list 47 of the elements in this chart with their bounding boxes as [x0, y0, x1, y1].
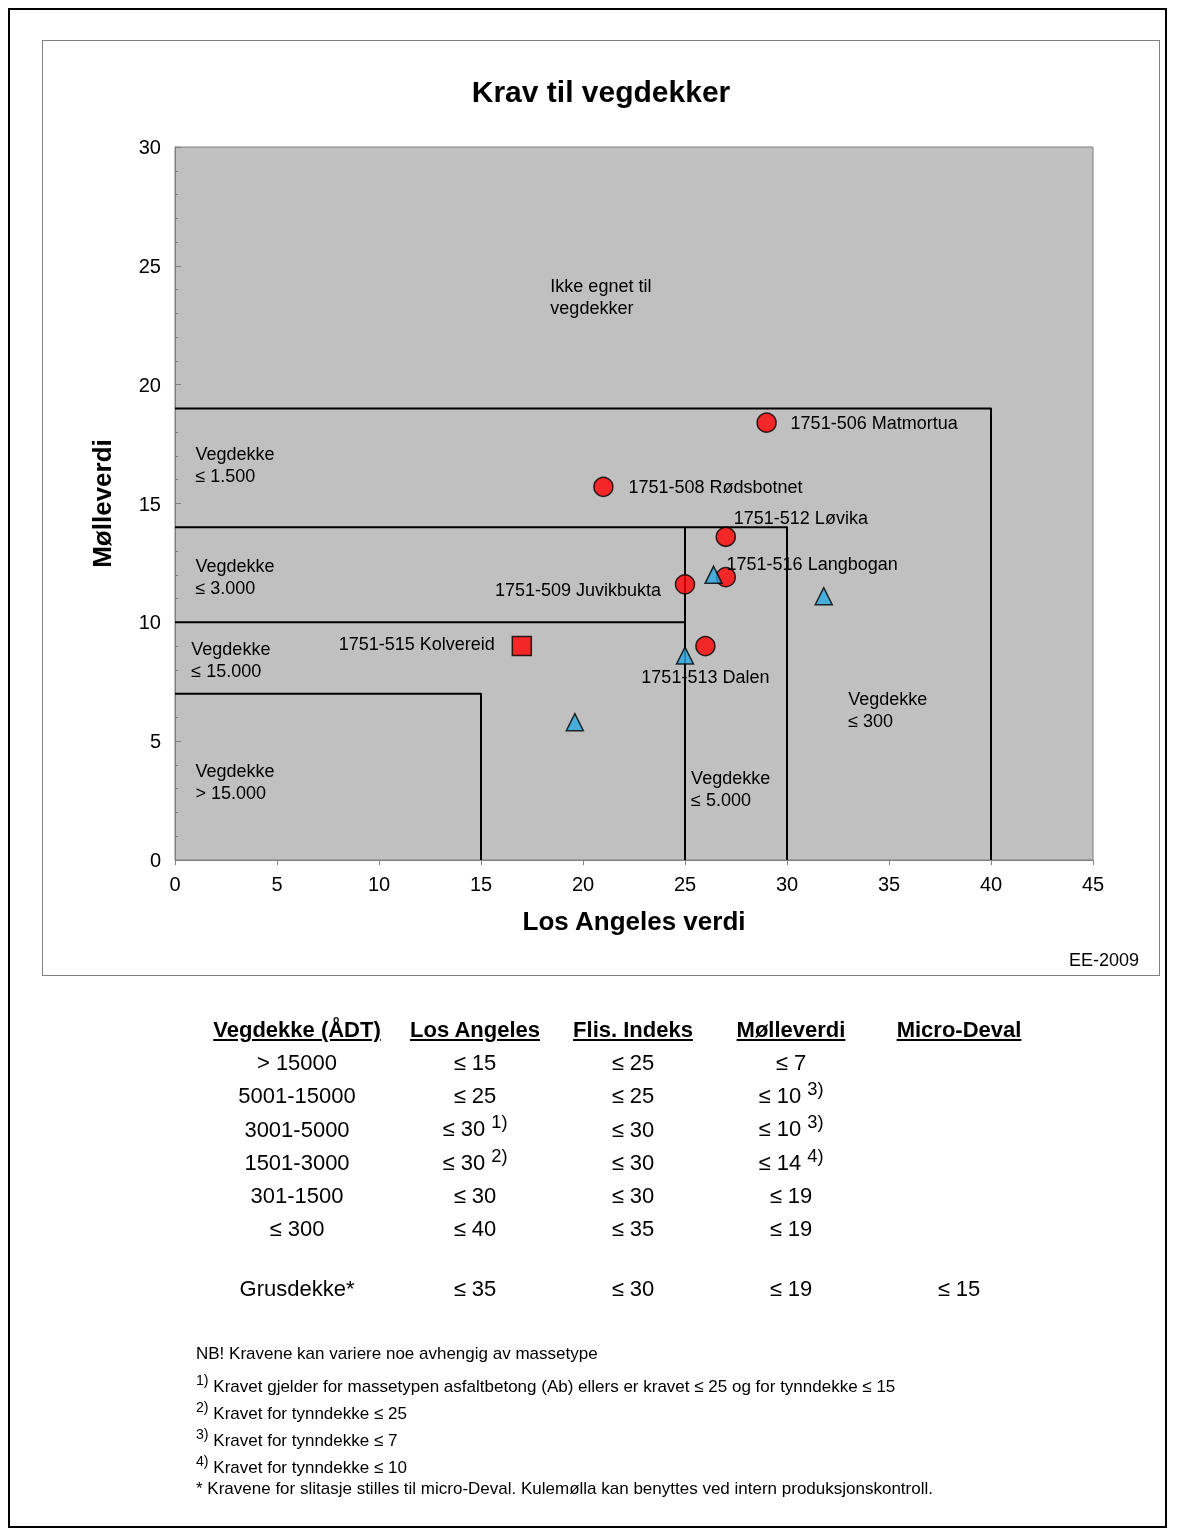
annotation: Vegdekke ≤ 1.500: [195, 444, 275, 487]
y-tick-label: 0: [149, 849, 161, 871]
text: $^{3)}$ Kravet for tynndekke ≤ 7: [196, 1425, 399, 1450]
y-tick-label: 10: [138, 611, 161, 634]
text: $^{2)}$ Kravet for tynndekke ≤ 25: [196, 1398, 408, 1423]
text: > 15000 ≤ 15 ≤ 25 ≤ 7: [256, 1050, 807, 1075]
x-tick-label: 25: [673, 873, 697, 895]
text: EE-2009: [1068, 950, 1140, 970]
text: NB! Kravene kan variere noe avhengig av massetype: [196, 1343, 599, 1365]
text: 301-1500 ≤ 30 ≤ 30 ≤ 19: [250, 1182, 813, 1208]
annotation: 1751-509 Juvikbukta: [494, 580, 662, 601]
x-tick-label: 45: [1081, 873, 1105, 895]
text: $^{4)}$ Kravet for tynndekke ≤ 10: [196, 1452, 408, 1477]
x-tick-label: 35: [877, 873, 901, 895]
annotation: Vegdekke > 15.000: [195, 760, 275, 803]
y-tick-label: 15: [138, 492, 161, 515]
text: Vegdekke (ÅDT) Los Angeles Flis. Indeks Mølleverdi Micro-Deval: [213, 1017, 1022, 1042]
y-tick-label: 5: [149, 730, 161, 753]
text: ≤ 300 ≤ 40 ≤ 35 ≤ 19: [269, 1215, 813, 1241]
annotation: 1751-515 Kolvereid: [338, 634, 495, 655]
text: Grusdekke* ≤ 35 ≤ 30 ≤ 19 ≤ 15: [239, 1275, 981, 1301]
annotation: Vegdekke ≤ 3.000: [195, 556, 275, 599]
y-tick-label: 30: [138, 136, 161, 158]
annotation: 1751-512 Løvika: [733, 507, 869, 528]
x-axis-title: Los Angeles verdi: [522, 906, 746, 936]
x-tick-label: 30: [775, 873, 799, 895]
y-tick-label: 25: [138, 254, 161, 277]
annotation: 1751-506 Matmortua: [790, 412, 959, 433]
text: $^{1)}$ Kravet gjelder for massetypen asfaltbetong (Ab) ellers er kravet ≤ 25 og for tynndekke ≤ 15: [196, 1371, 897, 1396]
x-tick-label: 40: [979, 873, 1003, 895]
text: 1501-3000 ≤ 30 $^{2)}$ ≤ 30 ≤ 14 $^{4)}$: [244, 1144, 824, 1175]
annotation: Vegdekke ≤ 300: [848, 689, 928, 732]
x-tick-label: 20: [571, 873, 595, 895]
text: 3001-5000 ≤ 30 $^{1)}$ ≤ 30 ≤ 10 $^{3)}$: [244, 1111, 824, 1142]
x-tick-label: 15: [469, 873, 493, 895]
text: 5001-15000 ≤ 25 ≤ 25 ≤ 10 $^{3)}$: [238, 1078, 824, 1109]
annotation: Vegdekke ≤ 15.000: [191, 639, 271, 682]
chart-title: Krav til vegdekker: [471, 74, 731, 108]
y-axis-title: Mølleverdi: [87, 439, 117, 568]
y-tick-label: 20: [138, 373, 161, 396]
annotation: 1751-508 Rødsbotnet: [628, 476, 803, 497]
annotation: Ikke egnet til vegdekker: [550, 275, 652, 318]
x-tick-label: 10: [367, 873, 391, 895]
x-tick-label: 5: [271, 873, 283, 895]
text: * Kravene for slitasje stilles til micro-Deval. Kulemølla kan benyttes ved intern produksjonskontroll.: [196, 1478, 933, 1500]
annotation: Vegdekke ≤ 5.000: [691, 767, 771, 810]
x-tick-label: 0: [169, 873, 181, 895]
